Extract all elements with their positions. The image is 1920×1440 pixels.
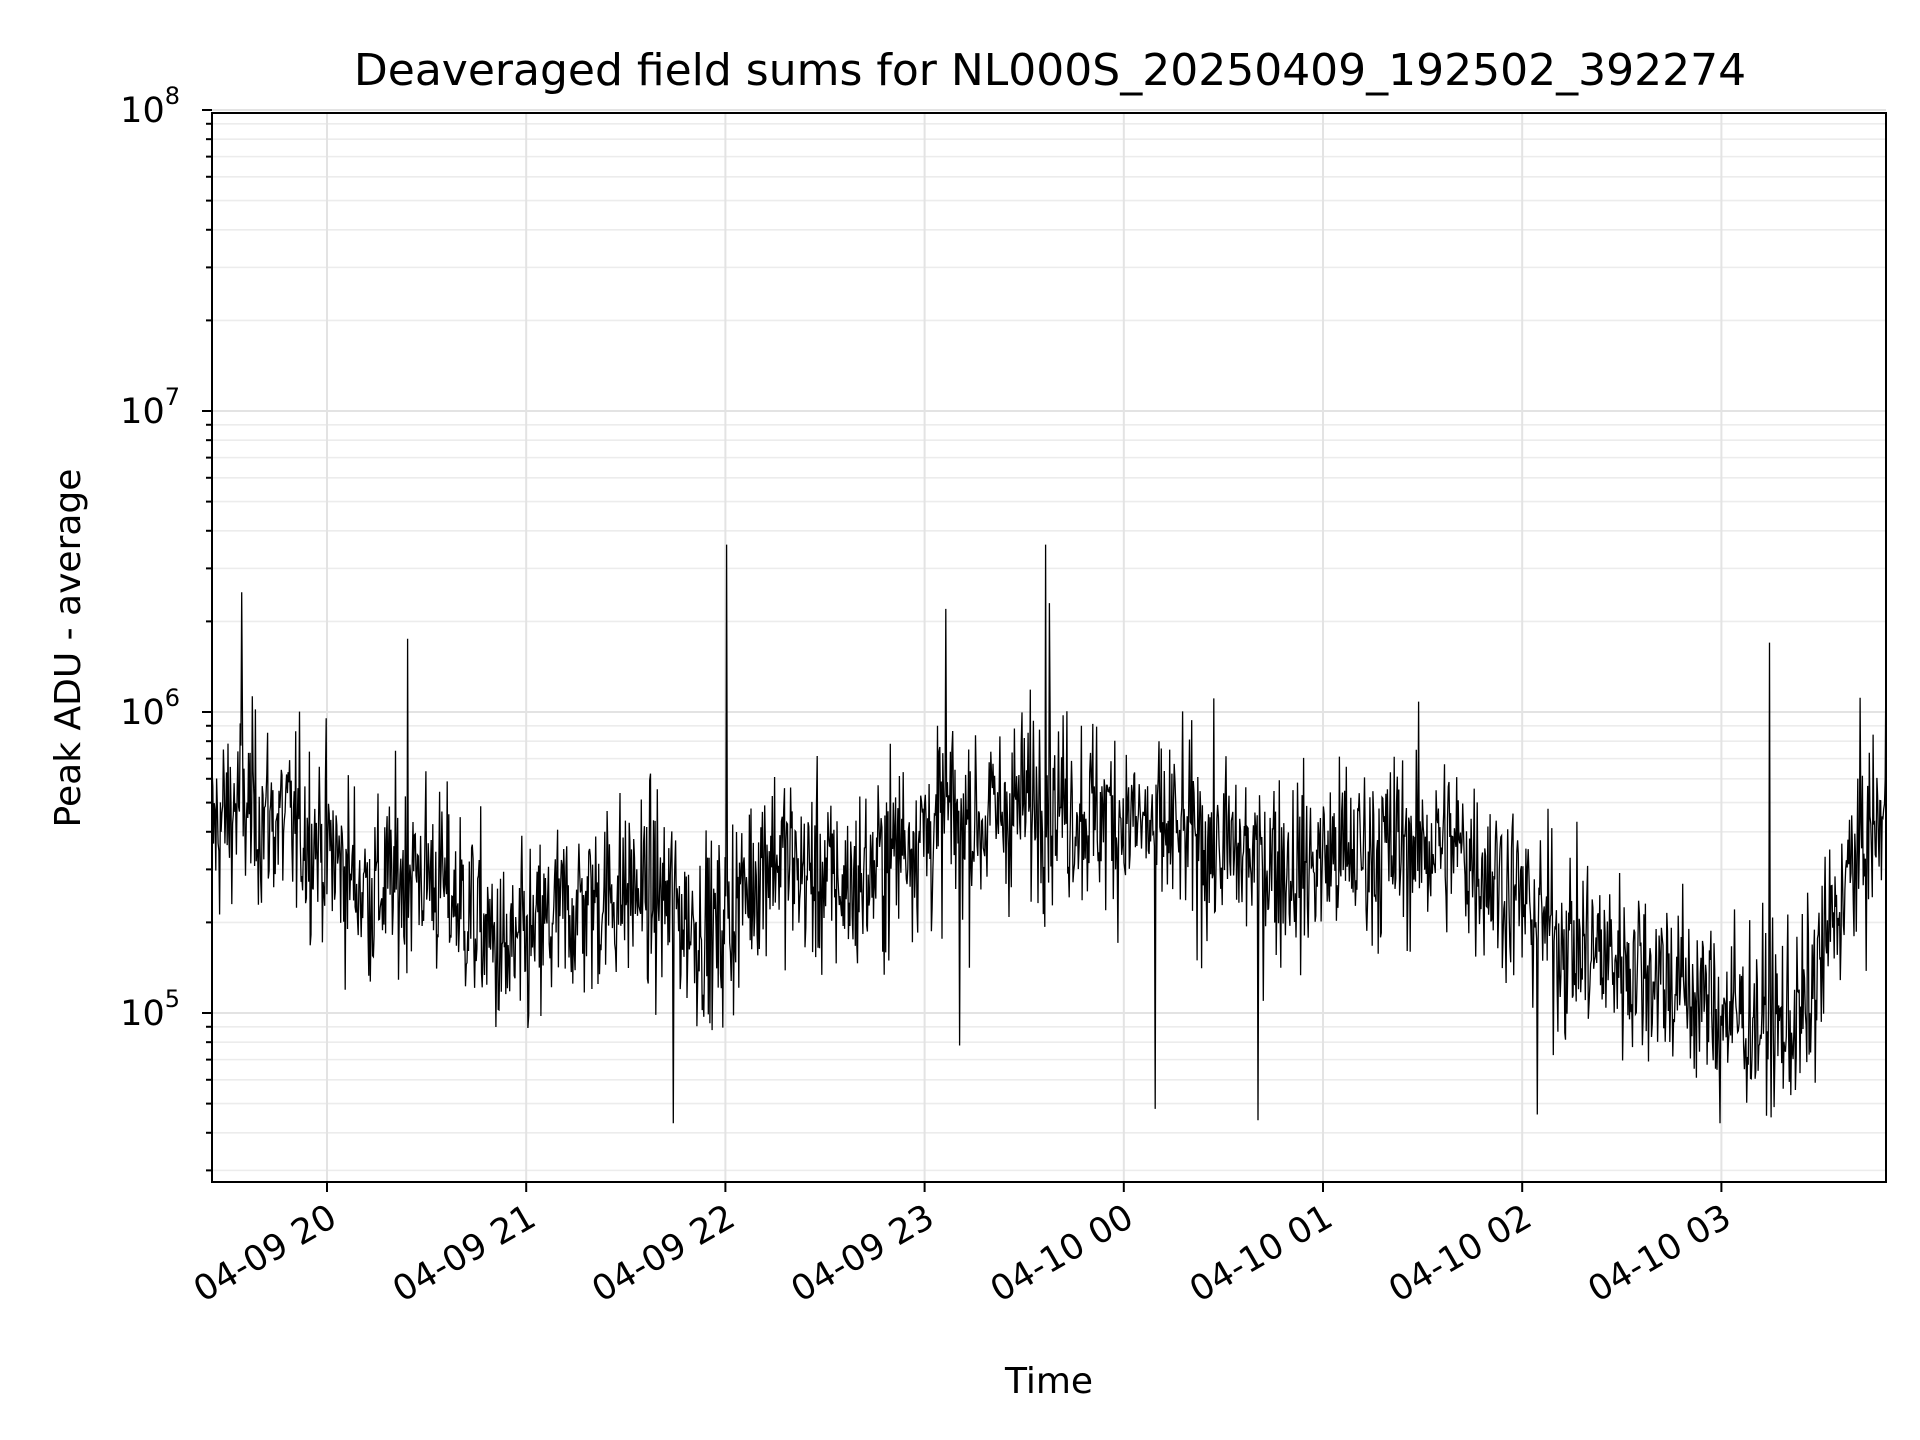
y-tick-label: 108 (120, 82, 180, 131)
y-tick-label: 105 (120, 985, 180, 1034)
series-line (211, 544, 1887, 1124)
series-layer (211, 544, 1887, 1124)
x-axis-label: Time (1004, 1361, 1093, 1402)
y-tick-label: 107 (120, 383, 180, 432)
y-axis-label: Peak ADU - average (48, 469, 89, 828)
y-axis: 105 106 107 108 (120, 82, 212, 1172)
y-tick-label: 106 (120, 684, 180, 733)
chart-title: Deaveraged field sums for NL000S_2025040… (354, 45, 1746, 96)
plot-frame (211, 112, 1887, 1183)
